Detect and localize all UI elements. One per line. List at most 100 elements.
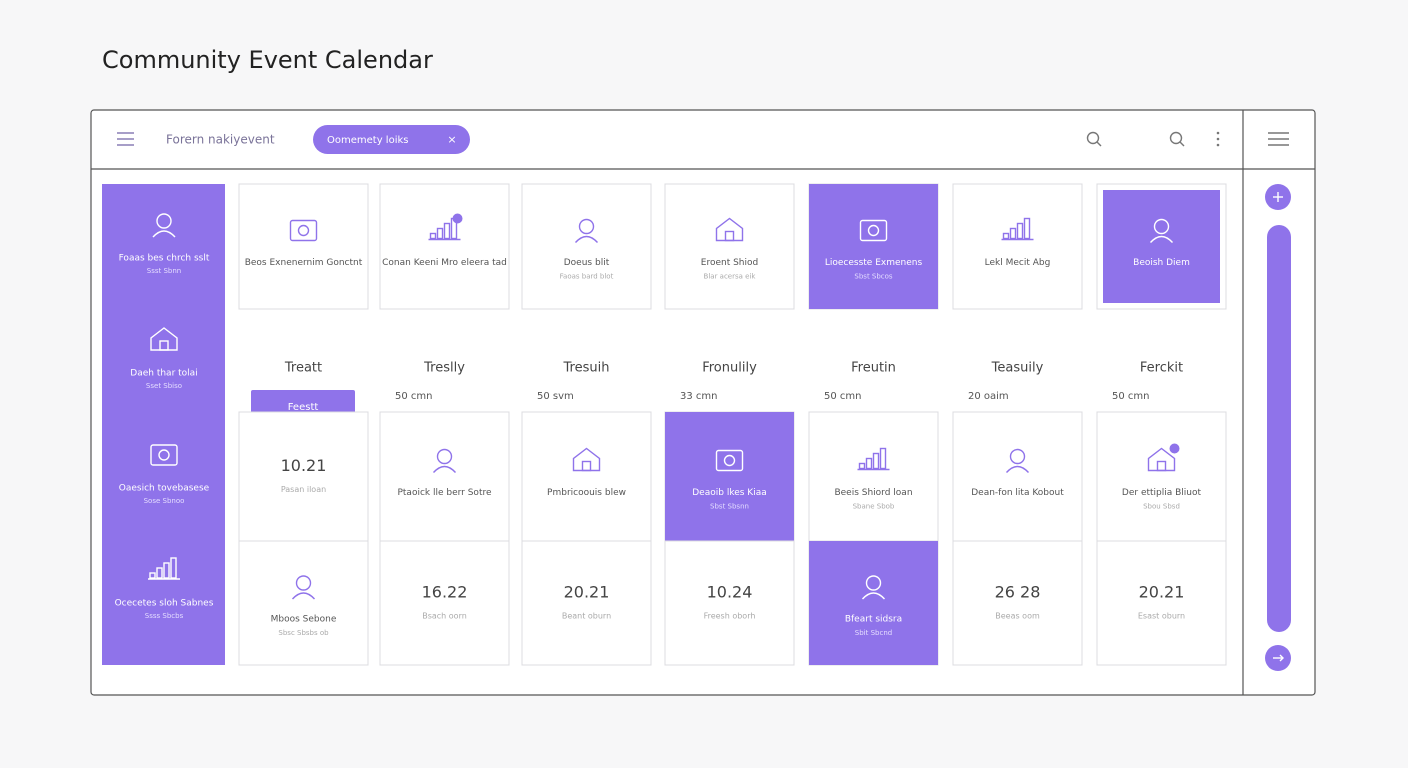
icon-shape — [867, 224, 880, 237]
event-card[interactable] — [1096, 411, 1227, 542]
icon — [715, 449, 744, 472]
menu-button[interactable] — [117, 132, 134, 146]
icon-shape — [150, 444, 178, 466]
feature-button-label: Feestt — [288, 402, 319, 413]
icon-shape — [578, 218, 595, 235]
icon-shape — [149, 572, 156, 579]
icon — [715, 217, 744, 242]
sidebar-item-title[interactable]: Foaas bes chrch sslt — [119, 254, 210, 264]
icon-shape — [152, 230, 176, 238]
page-title: Community Event Calendar — [102, 46, 433, 74]
event-card[interactable] — [379, 411, 510, 542]
event-card[interactable] — [952, 411, 1083, 542]
event-card-highlight — [809, 541, 938, 665]
icon — [857, 447, 890, 471]
event-card[interactable] — [952, 183, 1083, 310]
sidebar-item-subtitle: Sose Sbnoo — [144, 497, 185, 505]
icon-shape — [865, 457, 873, 470]
event-card[interactable] — [952, 540, 1083, 666]
search-text[interactable]: Forern nakiyevent — [166, 133, 275, 147]
event-subtitle: Beeas oom — [995, 612, 1040, 621]
event-card[interactable] — [238, 540, 369, 666]
icon-shape — [297, 224, 310, 237]
next-icon — [1273, 654, 1284, 662]
column-count: 50 cmn — [395, 391, 432, 402]
icon — [1149, 218, 1174, 243]
more-button[interactable] — [1216, 131, 1220, 147]
icon — [150, 444, 178, 466]
icon — [432, 448, 457, 473]
event-card[interactable] — [521, 540, 652, 666]
event-date: 20.21 — [564, 583, 610, 602]
column-count: 20 oaim — [968, 391, 1009, 402]
event-card[interactable] — [238, 183, 369, 310]
event-card[interactable] — [664, 183, 795, 310]
event-title: Lekl Mecit Abg — [985, 258, 1051, 268]
sidebar-item-title[interactable]: Oaesich tovebasese — [119, 484, 210, 494]
icon-shape — [715, 449, 744, 472]
event-title: Dean-fon lita Kobout — [971, 488, 1064, 498]
icon-shape — [432, 465, 457, 473]
event-card[interactable] — [521, 183, 652, 310]
event-card[interactable] — [379, 540, 510, 666]
icon — [572, 447, 601, 472]
event-card-highlight — [809, 184, 938, 309]
icon-shape — [163, 562, 170, 579]
sidebar-item-subtitle: Ssst Sbnn — [147, 267, 181, 275]
search-icon[interactable] — [1086, 131, 1102, 147]
icon — [574, 218, 599, 243]
panel-menu-button[interactable] — [1268, 132, 1289, 146]
event-card[interactable] — [664, 540, 795, 666]
search-icon[interactable] — [1169, 131, 1185, 147]
event-subtitle: Sbsc Sbsbs ob — [278, 629, 329, 637]
icon-shape — [150, 327, 178, 351]
icon-shape — [1149, 235, 1174, 243]
icon-shape — [443, 222, 451, 240]
event-title: Deaoib lkes Kiaa — [692, 488, 766, 498]
icon-shape — [1023, 217, 1031, 240]
icon-shape — [858, 462, 866, 470]
column-count: 50 svm — [537, 391, 574, 402]
event-title: Mboos Sebone — [271, 615, 337, 625]
icon-shape — [1016, 222, 1024, 240]
add-icon — [1273, 192, 1283, 202]
event-card[interactable] — [521, 411, 652, 542]
sidebar-item-subtitle: Ssss Sbcbs — [145, 612, 184, 620]
icon-shape — [715, 217, 744, 242]
event-card[interactable] — [379, 183, 510, 310]
icon-shape — [1156, 460, 1167, 472]
icon-shape — [574, 235, 599, 243]
event-card[interactable] — [808, 411, 939, 542]
icon-shape — [572, 447, 601, 472]
sidebar-item-subtitle: Sset Sbiso — [146, 382, 182, 390]
sidebar-item-title[interactable]: Daeh thar tolai — [130, 369, 197, 379]
icon — [148, 557, 180, 580]
event-title: Eroent Shiod — [701, 258, 758, 268]
filter-chip-close[interactable]: × — [447, 133, 456, 146]
icon — [859, 219, 888, 242]
icon-badge — [1169, 443, 1180, 454]
event-card[interactable] — [238, 411, 369, 542]
event-subtitle: Sbane Sbob — [853, 503, 895, 511]
icon-shape — [581, 460, 592, 472]
icon — [1147, 447, 1176, 472]
icon — [152, 213, 176, 238]
icon — [1001, 217, 1034, 241]
filter-chip[interactable] — [313, 125, 470, 154]
event-card[interactable] — [1096, 540, 1227, 666]
column-header: Treatt — [284, 361, 322, 376]
icon-shape — [158, 449, 170, 461]
column-count: 33 cmn — [680, 391, 717, 402]
event-date: 16.22 — [422, 583, 468, 602]
icon-shape — [291, 592, 316, 600]
event-title: Ptaoick lle berr Sotre — [397, 488, 492, 498]
sidebar — [102, 184, 225, 665]
icon-shape — [1147, 447, 1176, 472]
event-subtitle: Beant oburn — [562, 612, 611, 621]
icon — [1005, 448, 1030, 473]
scrollbar[interactable] — [1267, 225, 1291, 632]
sidebar-item-title[interactable]: Ocecetes sloh Sabnes — [115, 599, 214, 609]
icon-shape — [1005, 465, 1030, 473]
event-card-highlight — [1103, 190, 1220, 303]
